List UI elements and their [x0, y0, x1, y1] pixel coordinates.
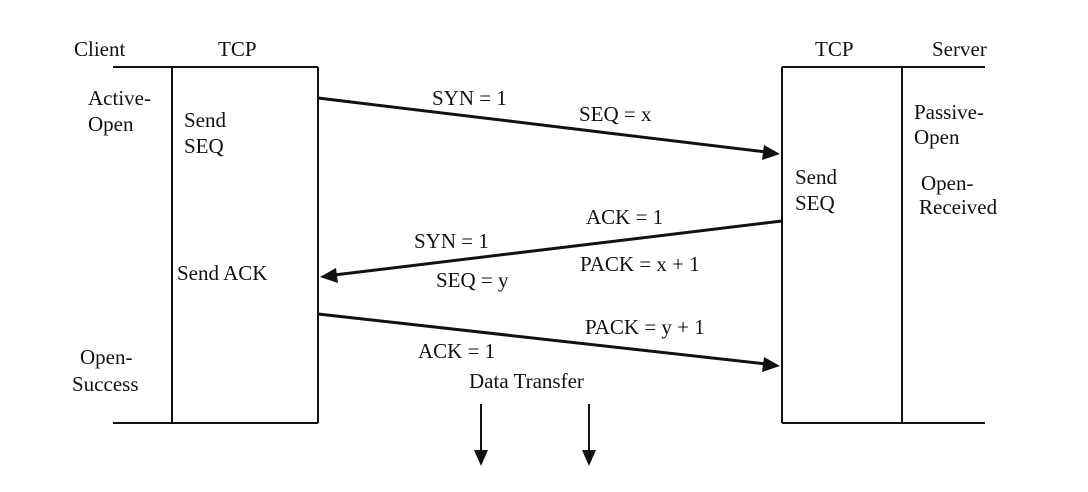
syn-arrowhead	[762, 145, 780, 160]
msg2-syn-label: SYN = 1	[414, 229, 489, 253]
client-state-active-open-line1: Active-	[88, 86, 151, 110]
msg3-pack-label: PACK = y + 1	[585, 315, 705, 339]
data-transfer-arrowhead-left	[474, 450, 488, 466]
data-transfer-label: Data Transfer	[469, 369, 584, 393]
msg1-seq-label: SEQ = x	[579, 102, 652, 126]
server-state-passive-open-line2: Open	[914, 125, 960, 149]
server-header: Server	[932, 37, 987, 61]
tcp-right-header: TCP	[815, 37, 854, 61]
right-send-seq-line2: SEQ	[795, 191, 835, 215]
syn-ack-arrow	[333, 219, 783, 277]
server-state-open-received-line1: Open-	[921, 171, 973, 195]
syn-arrow	[317, 96, 767, 154]
left-send-seq-line2: SEQ	[184, 134, 224, 158]
data-transfer-arrowhead-right	[582, 450, 596, 466]
server-state-open-received-line2: Received	[919, 195, 998, 219]
tcp-left-header: TCP	[218, 37, 257, 61]
server-state-passive-open-line1: Passive-	[914, 100, 984, 124]
left-send-seq-line1: Send	[184, 108, 227, 132]
ack-arrow	[317, 312, 767, 366]
right-send-seq-line1: Send	[795, 165, 838, 189]
msg2-ack-label: ACK = 1	[586, 205, 663, 229]
client-header: Client	[74, 37, 125, 61]
left-send-ack: Send ACK	[177, 261, 267, 285]
msg2-pack-label: PACK = x + 1	[580, 252, 700, 276]
msg2-seq-label: SEQ = y	[436, 268, 509, 292]
client-state-open-success-line1: Open-	[80, 345, 132, 369]
msg1-syn-label: SYN = 1	[432, 86, 507, 110]
ack-arrowhead	[762, 357, 780, 372]
client-state-active-open-line2: Open	[88, 112, 134, 136]
msg3-ack-label: ACK = 1	[418, 339, 495, 363]
client-state-open-success-line2: Success	[72, 372, 139, 396]
syn-ack-arrowhead	[320, 268, 338, 283]
